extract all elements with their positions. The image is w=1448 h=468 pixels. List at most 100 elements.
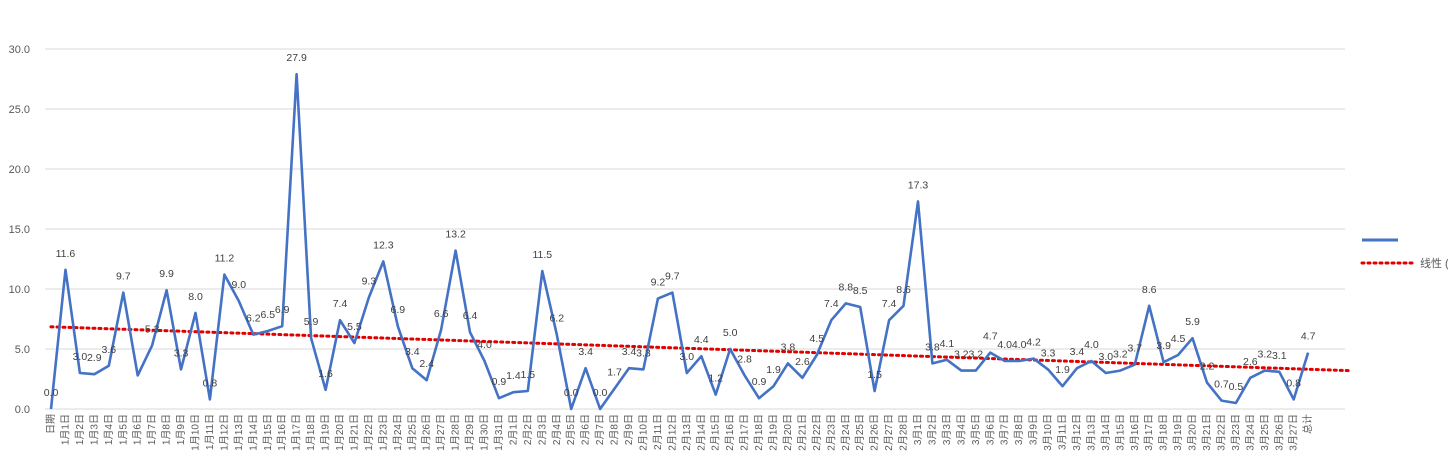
x-tick-label: 1月19日 [320,414,332,451]
data-label: 2.8 [737,353,752,365]
data-label: 4.7 [1301,331,1316,343]
y-tick-label: 15.0 [9,224,30,236]
data-label: 1.9 [766,364,781,376]
data-label: 5.5 [347,321,362,333]
data-label: 3.2 [954,349,969,361]
x-tick-label: 3月23日 [1230,414,1242,451]
x-tick-label: 日期 [45,414,57,434]
x-tick-label: 1月16日 [276,414,288,451]
data-label: 1.6 [318,368,333,380]
data-label: 1.5 [867,369,882,381]
data-label: 3.3 [174,347,189,359]
x-tick-label: 2月18日 [753,414,765,451]
data-label: 2.4 [419,358,434,370]
x-tick-label: 1月30日 [479,414,491,451]
x-tick-label: 3月1日 [912,414,924,445]
data-label: 5.3 [145,323,160,335]
data-label: 6.9 [275,304,290,316]
data-label: 11.5 [532,249,552,261]
data-label: 0.0 [593,387,608,399]
data-label: 8.0 [188,291,203,303]
series-line [49,72,1310,411]
data-label: 6.2 [246,313,261,325]
x-tick-label: 1月26日 [421,414,433,451]
x-tick-label: 1月2日 [74,414,86,445]
y-tick-label: 25.0 [9,104,30,116]
x-tick-label: 3月27日 [1288,414,1300,451]
x-tick-label: 2月22日 [811,414,823,451]
x-tick-label: 2月14日 [695,414,707,451]
x-tick-label: 1月22日 [363,414,375,451]
y-tick-label: 20.0 [9,164,30,176]
data-label: 9.0 [232,279,247,291]
x-tick-label: 2月9日 [623,414,635,445]
x-tick-label: 2月17日 [739,414,751,451]
data-label: 11.6 [56,248,76,260]
data-label: 3.2 [1113,349,1128,361]
x-tick-label: 3月17日 [1143,414,1155,451]
x-tick-label: 1月15日 [262,414,274,451]
x-tick-label: 总计 [1301,414,1314,434]
x-tick-label: 2月13日 [681,414,693,451]
data-label: 9.9 [159,268,174,280]
data-label: 7.4 [824,298,839,310]
x-tick-label: 3月24日 [1244,414,1256,451]
data-label: 4.0 [1012,339,1027,351]
gridlines [45,48,1345,410]
x-tick-label: 3月25日 [1259,414,1271,451]
x-tick-label: 1月28日 [450,414,462,451]
data-label: 3.8 [925,341,940,353]
data-label: 3.7 [1127,343,1142,355]
x-tick-label: 3月2日 [926,414,938,445]
x-tick-label: 2月2日 [522,414,534,445]
x-tick-label: 1月4日 [103,414,115,445]
data-label: 5.9 [304,316,319,328]
data-label: 6.2 [549,313,564,325]
data-label: 0.9 [752,376,767,388]
x-tick-label: 2月5日 [565,414,577,445]
y-tick-label: 0.0 [15,404,30,416]
x-tick-label: 1月27日 [435,414,447,451]
data-label: 27.9 [286,52,307,64]
data-label: 8.6 [896,284,911,296]
x-tick-label: 1月21日 [348,414,360,451]
data-label: 4.0 [997,339,1012,351]
x-tick-label: 3月20日 [1187,414,1199,451]
data-label: 6.4 [463,310,478,322]
data-label: 7.4 [333,298,348,310]
data-label: 3.4 [622,346,637,358]
data-label: 9.3 [362,275,377,287]
data-label: 2.2 [1200,361,1215,373]
data-label: 4.5 [1171,333,1186,345]
x-tick-label: 3月4日 [955,414,967,445]
data-label: 1.5 [521,369,536,381]
x-tick-label: 3月18日 [1158,414,1170,451]
data-label: 8.5 [853,285,868,297]
x-tick-label: 2月8日 [609,414,621,445]
data-label: 3.0 [73,351,88,363]
data-label: 0.8 [1286,377,1301,389]
data-label: 3.1 [1272,350,1287,362]
x-tick-label: 1月12日 [218,414,230,451]
x-tick-label: 1月18日 [305,414,317,451]
data-label: 6.5 [260,309,275,321]
x-tick-label: 1月31日 [493,414,505,451]
x-tick-label: 2月6日 [580,414,592,445]
x-tick-label: 3月21日 [1201,414,1213,451]
data-label: 3.4 [578,346,593,358]
x-tick-label: 1月17日 [291,414,303,451]
y-axis-ticks: 0.0 5.0 10.0 15.0 20.0 25.0 30.0 [9,44,30,416]
x-tick-label: 2月11日 [652,414,664,450]
x-tick-label: 3月6日 [984,414,996,445]
data-label: 3.6 [101,344,116,356]
y-tick-label: 10.0 [9,284,30,296]
x-tick-label: 2月16日 [724,414,736,451]
data-label: 1.4 [506,370,521,382]
data-label: 8.8 [838,281,853,293]
data-label: 0.7 [1214,379,1229,391]
trendline [49,325,1350,373]
data-label: 4.2 [1026,337,1041,349]
x-tick-label: 3月8日 [1013,414,1025,445]
x-tick-label: 3月15日 [1114,414,1126,451]
data-label: 9.7 [116,271,131,283]
